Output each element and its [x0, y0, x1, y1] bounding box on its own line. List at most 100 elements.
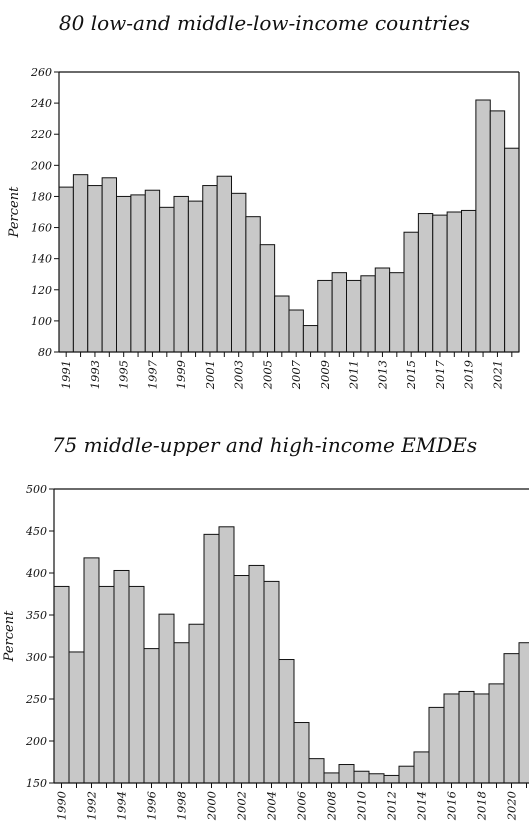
- x-tick-label: 2012: [385, 791, 399, 821]
- x-tick-label: 1995: [117, 360, 131, 389]
- x-tick-label: 2021: [490, 360, 504, 390]
- bar-2008: [323, 772, 340, 784]
- bar-2015: [428, 706, 445, 784]
- bar-2010: [353, 770, 370, 784]
- x-tick-label: 2000: [205, 791, 219, 821]
- bar-2002: [233, 575, 250, 784]
- bar-2020: [503, 653, 520, 784]
- x-tick-label: 2007: [289, 359, 303, 390]
- x-tick-label: 2011: [347, 360, 361, 390]
- bar-2001: [202, 185, 218, 353]
- bar-1993: [87, 185, 103, 353]
- bar-2011: [346, 279, 362, 353]
- chart-title-top: 80 low-and middle-low-income countries: [58, 11, 471, 35]
- bar-2006: [274, 295, 290, 353]
- bar-1996: [143, 648, 160, 784]
- bar-2005: [278, 659, 295, 784]
- y-tick-label: 140: [31, 253, 52, 266]
- bar-2003: [231, 192, 247, 353]
- x-tick-label: 2009: [318, 360, 332, 390]
- y-tick-label: 80: [38, 346, 52, 359]
- bar-2011: [368, 773, 385, 784]
- bar-2001: [218, 526, 235, 784]
- y-tick-label: 150: [26, 777, 47, 790]
- bar-1998: [173, 642, 190, 784]
- bar-2022: [504, 147, 520, 353]
- x-tick-label: 1998: [175, 791, 189, 820]
- y-axis-title: Percent: [2, 610, 17, 662]
- x-tick-label: 2020: [505, 791, 519, 821]
- bar-1995: [116, 195, 132, 353]
- bar-2009: [317, 279, 333, 353]
- bar-1996: [130, 194, 146, 353]
- bar-2013: [374, 267, 391, 353]
- x-tick-label: 1999: [174, 360, 188, 389]
- y-tick-label: 200: [30, 159, 52, 172]
- y-tick-label: 500: [26, 483, 47, 496]
- bar-1992: [72, 174, 89, 353]
- x-tick-label: 1994: [115, 791, 129, 820]
- y-tick-label: 400: [25, 567, 47, 580]
- x-tick-label: 2004: [265, 791, 279, 821]
- y-tick-label: 180: [31, 190, 52, 203]
- chart-title-bottom: 75 middle-upper and high-income EMDEs: [51, 433, 478, 457]
- x-tick-label: 2014: [415, 791, 429, 821]
- bar-2010: [331, 272, 348, 353]
- bar-2002: [216, 175, 233, 353]
- x-tick-label: 2017: [433, 359, 447, 390]
- bar-2013: [398, 765, 415, 784]
- x-tick-label: 2008: [325, 791, 339, 821]
- x-tick-label: 1990: [55, 791, 69, 820]
- x-tick-label: 2018: [475, 791, 489, 821]
- bar-1997: [144, 189, 161, 353]
- bar-1998: [159, 206, 175, 353]
- bar-1997: [158, 613, 175, 784]
- x-tick-label: 1992: [85, 791, 99, 820]
- x-tick-label: 1997: [145, 359, 159, 389]
- bar-2008: [302, 325, 319, 353]
- y-tick-label: 260: [30, 66, 52, 79]
- bar-1994: [101, 177, 118, 353]
- bar-2017: [458, 690, 475, 784]
- bar-1991: [58, 186, 74, 353]
- bar-1992: [83, 557, 100, 784]
- bar-2019: [488, 683, 505, 784]
- y-tick-label: 100: [31, 315, 52, 328]
- bar-1999: [173, 195, 189, 353]
- bar-2021: [518, 642, 529, 784]
- bar-2016: [417, 213, 434, 353]
- bar-1993: [98, 585, 115, 784]
- x-tick-label: 2001: [203, 360, 217, 390]
- bar-2017: [432, 214, 448, 353]
- x-tick-label: 1991: [59, 360, 73, 389]
- bar-2018: [446, 211, 463, 353]
- y-tick-label: 300: [26, 651, 47, 664]
- x-tick-label: 2010: [355, 791, 369, 821]
- x-tick-label: 1993: [88, 360, 102, 389]
- bar-2014: [413, 751, 430, 784]
- bar-2000: [203, 533, 220, 784]
- x-tick-label: 2015: [404, 360, 418, 390]
- bar-2004: [263, 580, 280, 784]
- bar-2018: [473, 693, 490, 784]
- y-tick-label: 350: [26, 609, 47, 622]
- bar-2016: [443, 693, 460, 784]
- bar-2003: [248, 564, 265, 784]
- x-tick-label: 2013: [375, 360, 389, 390]
- bar-chart-low-income: 80 100 120 140 160 180 200 220 240 260 1991 1993 199…: [7, 66, 520, 390]
- bar-2004: [245, 216, 261, 353]
- y-tick-label: 450: [25, 525, 47, 538]
- y-tick-label: 250: [25, 693, 47, 706]
- x-tick-label: 2003: [232, 360, 246, 390]
- y-tick-label: 120: [31, 284, 52, 297]
- x-tick-label: 2006: [295, 791, 309, 821]
- bar-1990: [53, 585, 70, 784]
- bar-2019: [461, 209, 477, 353]
- bar-2012: [360, 275, 376, 353]
- bar-2005: [259, 244, 276, 353]
- bar-2021: [489, 110, 506, 353]
- bar-2012: [383, 774, 400, 784]
- bar-2006: [293, 722, 310, 784]
- bar-2014: [389, 272, 405, 353]
- y-tick-label: 160: [31, 222, 52, 235]
